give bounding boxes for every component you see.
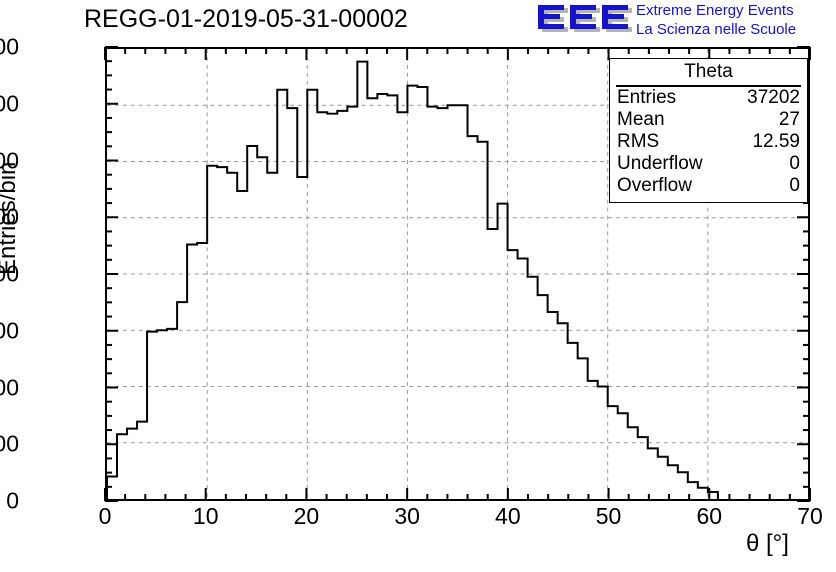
statistics-label: RMS xyxy=(617,131,660,152)
y-tick-label: 1600 xyxy=(0,33,19,60)
histogram-curve xyxy=(107,49,808,499)
eee-logo-mark xyxy=(538,5,632,32)
statistics-row: Entries 37202 xyxy=(610,87,807,109)
x-tick-label: 60 xyxy=(696,503,723,529)
statistics-label: Underflow xyxy=(617,153,703,174)
y-tick-label: 600 xyxy=(0,317,19,344)
x-tick-label: 10 xyxy=(192,503,219,529)
eee-logo-text: Extreme Energy Events La Scienza nelle S… xyxy=(636,2,836,40)
y-tick-label: 1200 xyxy=(0,147,19,173)
y-tick-label: 200 xyxy=(0,430,19,457)
eee-logo-line1: Extreme Energy Events xyxy=(636,2,794,19)
x-tick-label: 20 xyxy=(293,503,320,529)
statistics-label: Overflow xyxy=(617,175,692,196)
y-axis-label: Entries/bin xyxy=(0,161,21,275)
statistics-row: Mean 27 xyxy=(610,109,807,131)
y-tick-label: 800 xyxy=(0,260,19,287)
statistics-row: RMS 12.59 xyxy=(610,131,807,153)
y-tick-label: 1000 xyxy=(0,203,19,230)
statistics-value: 37202 xyxy=(747,87,800,108)
statistics-title: Theta xyxy=(616,60,801,87)
statistics-label: Mean xyxy=(617,109,665,130)
y-tick-label: 0 xyxy=(6,487,19,514)
x-tick-label: 50 xyxy=(595,503,622,529)
statistics-box: Theta Entries 37202 Mean 27 RMS 12.59 Underflo… xyxy=(609,58,808,203)
statistics-value: 0 xyxy=(789,153,800,174)
statistics-label: Entries xyxy=(617,87,677,108)
statistics-rows: Entries 37202 Mean 27 RMS 12.59 Underflow 0 Over… xyxy=(610,87,807,197)
eee-logo: Extreme Energy Events La Scienza nelle S… xyxy=(536,2,836,40)
y-tick-label: 1400 xyxy=(0,90,19,117)
x-axis-label: θ [°] xyxy=(746,530,789,557)
statistics-value: 27 xyxy=(778,109,800,130)
x-tick-label: 30 xyxy=(394,503,420,529)
eee-logo-line2: La Scienza nelle Scuole xyxy=(636,20,797,38)
statistics-value: 0 xyxy=(789,175,800,196)
statistics-row: Overflow 0 xyxy=(610,175,807,197)
x-tick-label: 0 xyxy=(98,503,112,529)
statistics-row: Underflow 0 xyxy=(610,153,807,175)
x-tick-label: 40 xyxy=(495,503,521,529)
x-tick-label: 70 xyxy=(797,503,823,529)
y-tick-label: 400 xyxy=(0,374,19,400)
statistics-value: 12.59 xyxy=(752,131,800,152)
page-title: REGG-01-2019-05-31-00002 xyxy=(84,5,408,33)
